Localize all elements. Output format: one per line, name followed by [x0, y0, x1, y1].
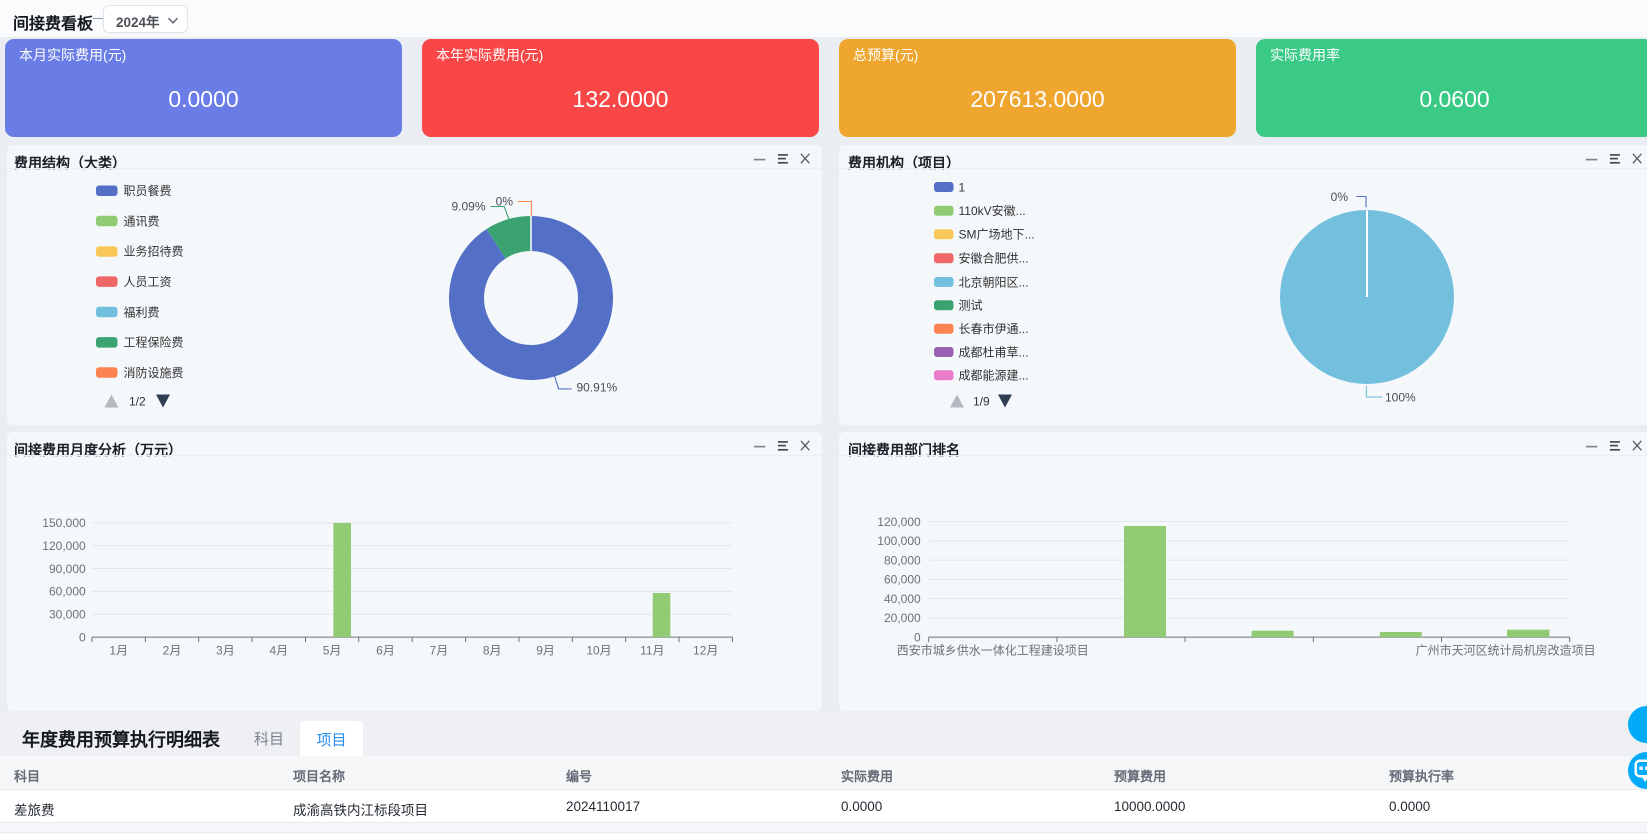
- svg-text:长春市伊通...: 长春市伊通...: [959, 321, 1029, 336]
- svg-text:2月: 2月: [163, 643, 182, 657]
- svg-text:北京朝阳区...: 北京朝阳区...: [959, 275, 1029, 289]
- svg-text:测试: 测试: [959, 298, 983, 313]
- svg-text:职员餐费: 职员餐费: [124, 183, 172, 198]
- svg-text:40,000: 40,000: [884, 592, 921, 606]
- svg-text:福利费: 福利费: [124, 304, 160, 319]
- svg-text:成都杜甫草...: 成都杜甫草...: [959, 344, 1029, 359]
- svg-text:SM广场地下...: SM广场地下...: [959, 228, 1035, 242]
- svg-text:工程保险费: 工程保险费: [124, 335, 184, 350]
- svg-text:120,000: 120,000: [42, 539, 86, 553]
- svg-text:8月: 8月: [483, 643, 502, 657]
- svg-text:7月: 7月: [430, 643, 449, 657]
- svg-text:3月: 3月: [216, 643, 235, 657]
- svg-text:0: 0: [914, 630, 921, 644]
- svg-text:西安市城乡供水一体化工程建设项目: 西安市城乡供水一体化工程建设项目: [897, 643, 1089, 658]
- svg-text:4月: 4月: [269, 643, 288, 657]
- svg-text:90.91%: 90.91%: [577, 381, 618, 395]
- svg-text:9月: 9月: [536, 643, 555, 657]
- svg-text:1月: 1月: [109, 643, 128, 657]
- svg-text:0%: 0%: [1331, 190, 1349, 204]
- svg-text:成都能源建...: 成都能源建...: [959, 369, 1029, 383]
- svg-text:0: 0: [79, 630, 86, 644]
- svg-text:人员工资: 人员工资: [124, 275, 172, 289]
- svg-text:60,000: 60,000: [884, 573, 921, 587]
- svg-text:1/9: 1/9: [973, 395, 990, 409]
- svg-text:10月: 10月: [586, 643, 611, 657]
- svg-text:6月: 6月: [376, 643, 395, 657]
- svg-text:150,000: 150,000: [42, 516, 86, 530]
- svg-text:0%: 0%: [496, 194, 514, 208]
- svg-text:11月: 11月: [640, 643, 664, 657]
- svg-text:1: 1: [959, 180, 966, 194]
- svg-text:安徽合肥供...: 安徽合肥供...: [959, 251, 1029, 266]
- svg-text:100%: 100%: [1385, 390, 1416, 404]
- svg-text:消防设施费: 消防设施费: [124, 365, 184, 380]
- svg-text:20,000: 20,000: [884, 611, 921, 625]
- svg-text:通讯费: 通讯费: [124, 214, 160, 228]
- svg-text:1/2: 1/2: [129, 395, 146, 409]
- svg-text:9.09%: 9.09%: [451, 199, 485, 213]
- svg-text:业务招待费: 业务招待费: [124, 244, 184, 259]
- svg-text:60,000: 60,000: [49, 585, 86, 599]
- svg-text:120,000: 120,000: [877, 515, 921, 529]
- svg-text:广州市天河区统计局机房改造项目: 广州市天河区统计局机房改造项目: [1416, 643, 1596, 658]
- svg-text:90,000: 90,000: [49, 562, 86, 576]
- svg-text:30,000: 30,000: [49, 608, 86, 622]
- svg-text:110kV安徽...: 110kV安徽...: [959, 203, 1026, 218]
- svg-text:12月: 12月: [693, 643, 718, 657]
- svg-text:5月: 5月: [323, 643, 342, 657]
- svg-text:100,000: 100,000: [877, 534, 921, 548]
- svg-text:80,000: 80,000: [884, 553, 921, 567]
